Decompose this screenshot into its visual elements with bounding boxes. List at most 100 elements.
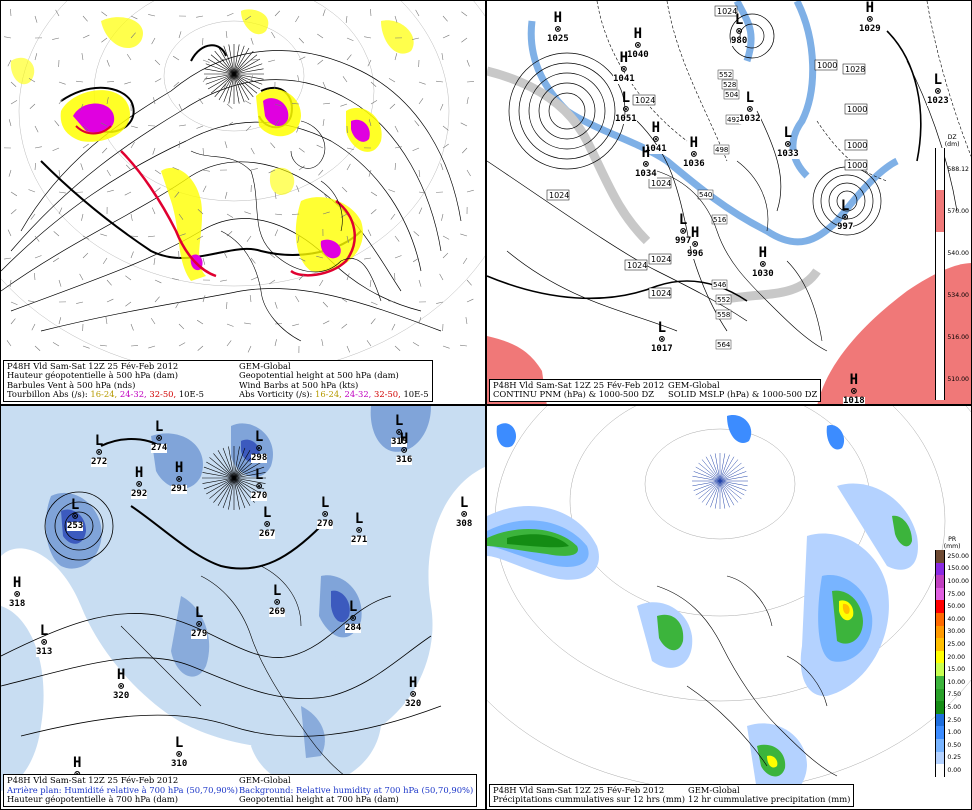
center-marker-icon: ⊗ [136, 479, 143, 490]
meridian-line [206, 461, 235, 479]
center-value: 318 [9, 599, 26, 609]
wind-barb [439, 273, 444, 281]
meridian-line [228, 477, 235, 510]
wind-barb [58, 191, 66, 194]
center-letter: H [553, 10, 563, 26]
legend-label: 1.00 [947, 729, 962, 737]
wind-barb [31, 323, 36, 331]
wind-barb [250, 168, 258, 171]
isobar-labels: 1024 1028 1024 1024 1000 1000 1000 1000 1024 1024… [546, 5, 868, 299]
legend-label: 2.50 [947, 716, 962, 724]
legend-row: 30.00 [935, 625, 969, 639]
isobar-label-box [844, 139, 868, 151]
wind-barb [274, 119, 280, 127]
low-center: L ⊗ 284 [345, 600, 362, 633]
wind-barb [106, 298, 114, 303]
low-center: L ⊗ 298 [251, 430, 268, 463]
caption-valid-time: P48H Vld Sam-Sat 12Z 25 Fév-Feb 2012 [7, 361, 179, 371]
wind-barb [394, 345, 401, 351]
wind-barb [196, 15, 204, 18]
center-value: 308 [456, 519, 473, 529]
meridian-line [698, 480, 721, 500]
wind-barb [220, 58, 228, 61]
wind-barb [202, 59, 210, 63]
wind-barb [106, 97, 109, 105]
center-value: 1033 [777, 149, 799, 159]
wind-barb [245, 15, 252, 21]
legend-label: 100.00 [947, 577, 969, 585]
legend-row: 540.00 [935, 232, 969, 274]
wind-barb [224, 141, 228, 149]
caption-rh-fr: Arrière plan: Humidité relative à 700 hP… [7, 785, 238, 795]
height-contours [1, 44, 462, 332]
legend-swatch [935, 713, 946, 727]
meridian-line [210, 73, 235, 94]
wind-barb [130, 15, 138, 20]
wind-barb [441, 213, 444, 221]
high-center: H ⊗ 1029 [859, 1, 881, 34]
wind-barb [154, 59, 161, 66]
legend-swatch [935, 274, 946, 316]
isobar-label: 1024 [651, 255, 671, 264]
center-value: 284 [345, 623, 362, 633]
wind-barb [442, 252, 449, 259]
wind-barb [442, 15, 448, 22]
thickness-label-box [721, 79, 738, 90]
caption-range-1-fr: 16-24, [90, 390, 118, 400]
legend-row: 5.00 [935, 701, 969, 714]
wind-barb [58, 317, 62, 325]
wind-barb [7, 59, 12, 67]
wind-barb [370, 81, 377, 87]
wind-barb [269, 253, 276, 259]
wind-barb [413, 231, 420, 237]
wind-barb [226, 301, 228, 309]
meridian-line [719, 480, 745, 496]
meridian-line [233, 477, 266, 484]
pole-meridians [204, 44, 264, 104]
caption-height-fr: Hauteur géopotentielle à 500 hPa (dam) [7, 371, 178, 381]
wind-barb [418, 191, 426, 194]
wind-barb [368, 119, 372, 127]
center-marker-icon: ⊗ [14, 589, 21, 600]
wind-barb [316, 255, 324, 259]
caption-vort-label-fr: Tourbillon Abs (/s): [7, 390, 88, 400]
center-letter: H [73, 755, 82, 771]
wind-barb [466, 279, 472, 286]
thickness-label: 498 [715, 146, 728, 154]
wind-barb [367, 59, 372, 67]
low-center: L ⊗ 997 [675, 213, 692, 246]
meridian-line [233, 461, 262, 479]
meridian-line [233, 73, 254, 98]
wind-barb [466, 97, 469, 105]
isobar-label: 1024 [549, 191, 569, 200]
wind-barb [178, 323, 185, 330]
wind-barb [102, 257, 108, 265]
legend-swatch [935, 650, 946, 664]
wind-barb [148, 14, 156, 17]
wind-barb [436, 80, 444, 83]
wind-barb [274, 229, 279, 237]
wind-barb [124, 81, 132, 85]
center-value: 271 [351, 535, 368, 545]
legend-row: 150.00 [935, 562, 969, 576]
center-letter: L [94, 433, 104, 449]
legend-row: 588.12 [935, 148, 969, 190]
legend-precip: PR (mm) 250.00 150.00 100.00 75.00 50.00 40.00… [935, 536, 969, 777]
isobar-label: 1000 [817, 61, 837, 70]
center-letter: L [657, 320, 667, 336]
wind-barb [10, 301, 18, 306]
legend-swatch [935, 316, 946, 358]
low-center: L ⊗ 274 [151, 420, 168, 453]
legend-title-dz-unit: (dm) [944, 141, 960, 148]
caption-range-2-fr: 24-32, [119, 390, 147, 400]
caption-wind-fr: Barbules Vent à 500 hPa (nds) [7, 380, 136, 390]
wind-barb [10, 209, 17, 215]
center-marker-icon: ⊗ [396, 427, 403, 438]
center-marker-icon: ⊗ [622, 104, 629, 115]
center-marker-icon: ⊗ [620, 64, 627, 75]
wind-barb [418, 98, 424, 105]
isobar-label-box [546, 189, 570, 201]
wind-barb [394, 255, 402, 259]
wind-barb [390, 213, 396, 220]
center-value: 1018 [843, 396, 865, 405]
